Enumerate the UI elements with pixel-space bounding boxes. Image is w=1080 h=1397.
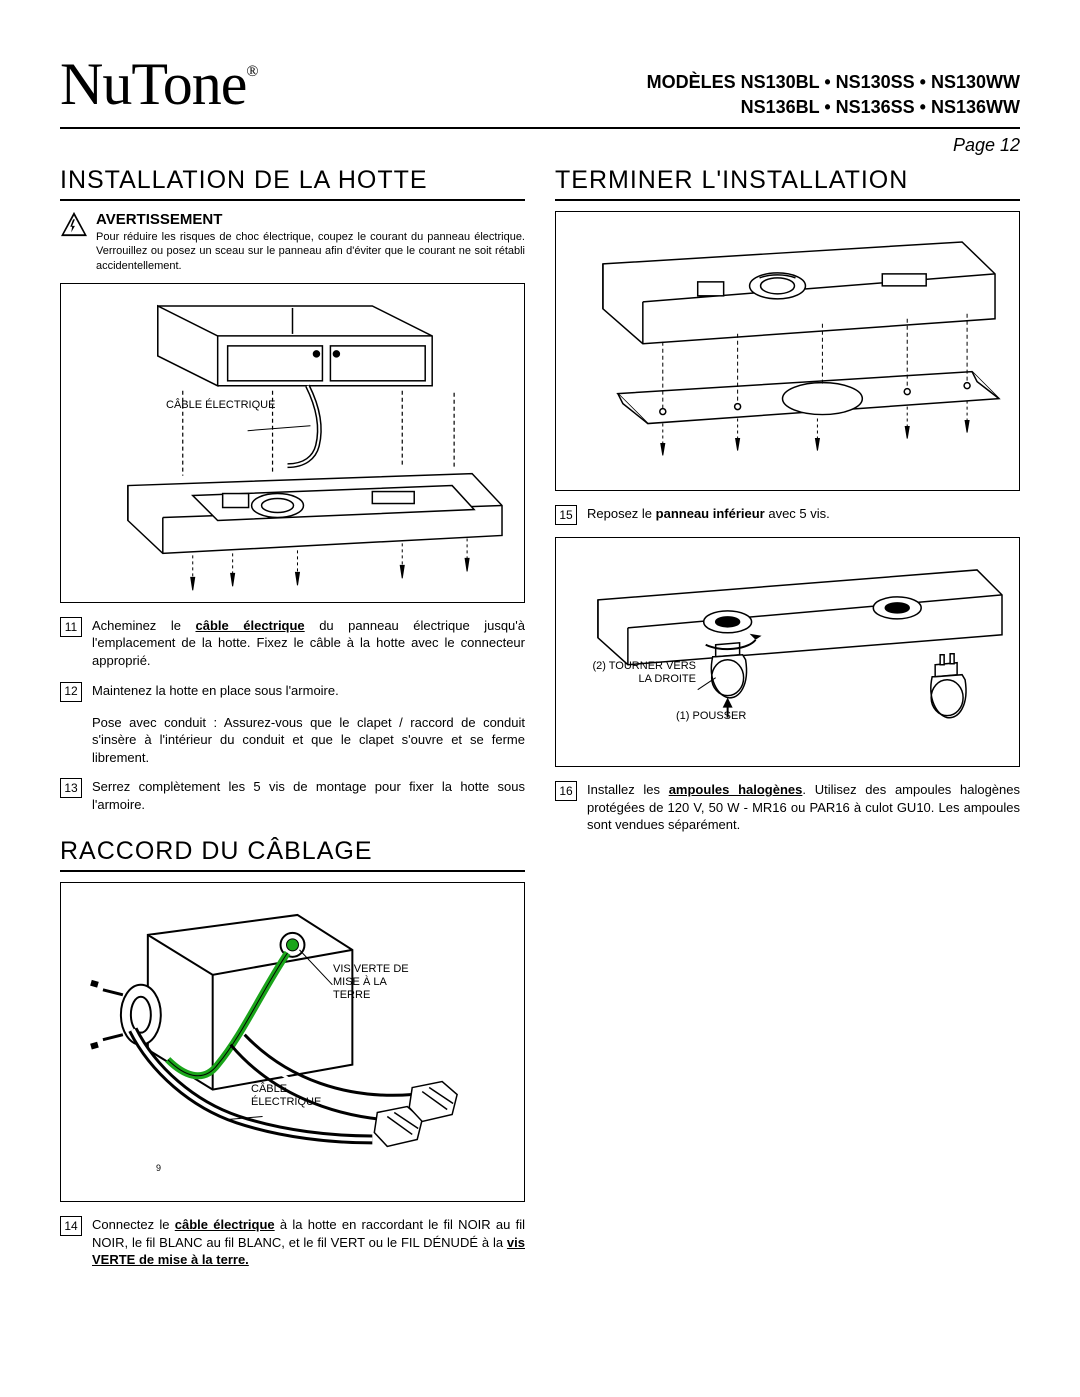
section-title-wiring: RACCORD DU CÂBLAGE bbox=[60, 837, 525, 872]
figure-install-hood: CÂBLE ÉLECTRIQUE bbox=[60, 283, 525, 603]
instruction-step: Pose avec conduit : Assurez-vous que le … bbox=[60, 714, 525, 767]
content-columns: INSTALLATION DE LA HOTTE AVERTISSEMENT P… bbox=[60, 166, 1020, 1281]
page-number: Page 12 bbox=[60, 135, 1020, 156]
step-text: Serrez complètement les 5 vis de montage… bbox=[92, 778, 525, 813]
step-text: Maintenez la hotte en place sous l'armoi… bbox=[92, 682, 525, 700]
instruction-step: 16 Installez les ampoules halogènes. Util… bbox=[555, 781, 1020, 834]
fig2-green-screw-label: VIS VERTE DE MISE À LA TERRE bbox=[333, 963, 423, 1001]
right-column: TERMINER L'INSTALLATION bbox=[555, 166, 1020, 1281]
step-number: 12 bbox=[60, 682, 82, 702]
step-text: Connectez le câble électrique à la hotte… bbox=[92, 1216, 525, 1269]
instruction-step: 14 Connectez le câble électrique à la hot… bbox=[60, 1216, 525, 1269]
header: NuTone® MODÈLES NS130BL • NS130SS • NS13… bbox=[60, 50, 1020, 119]
models-line-2: NS136BL • NS136SS • NS136WW bbox=[647, 95, 1020, 119]
brand-logo: NuTone® bbox=[60, 50, 258, 119]
bulb-push-label: (1) POUSSER bbox=[676, 710, 746, 723]
header-divider bbox=[60, 127, 1020, 129]
figure-wiring: VIS VERTE DE MISE À LA TERRE CÂBLE ÉLECT… bbox=[60, 882, 525, 1202]
figure-bulbs: (2) TOURNER VERS LA DROITE (1) POUSSER bbox=[555, 537, 1020, 767]
section-title-install: INSTALLATION DE LA HOTTE bbox=[60, 166, 525, 201]
install-steps: 11 Acheminez le câble électrique du panne… bbox=[60, 617, 525, 813]
step-text: Pose avec conduit : Assurez-vous que le … bbox=[92, 714, 525, 767]
step-text: Reposez le panneau inférieur avec 5 vis. bbox=[587, 505, 1020, 523]
step-number: 16 bbox=[555, 781, 577, 801]
step-number: 14 bbox=[60, 1216, 82, 1236]
brand-name: NuTone bbox=[60, 51, 246, 117]
figure-bottom-panel bbox=[555, 211, 1020, 491]
wiring-steps: 14 Connectez le câble électrique à la hot… bbox=[60, 1216, 525, 1269]
warning-text: Pour réduire les risques de choc électri… bbox=[96, 230, 525, 273]
warning-text-block: AVERTISSEMENT Pour réduire les risques d… bbox=[96, 211, 525, 273]
warning-block: AVERTISSEMENT Pour réduire les risques d… bbox=[60, 211, 525, 273]
left-column: INSTALLATION DE LA HOTTE AVERTISSEMENT P… bbox=[60, 166, 525, 1281]
bulb-turn-label: (2) TOURNER VERS LA DROITE bbox=[576, 660, 696, 685]
step-number: 11 bbox=[60, 617, 82, 637]
instruction-step: 12 Maintenez la hotte en place sous l'arm… bbox=[60, 682, 525, 702]
step-text: Installez les ampoules halogènes. Utilis… bbox=[587, 781, 1020, 834]
warning-icon bbox=[60, 211, 88, 237]
bottom-panel-diagram bbox=[568, 224, 1007, 483]
instruction-step: 13 Serrez complètement les 5 vis de monta… bbox=[60, 778, 525, 813]
finish-steps-2: 16 Installez les ampoules halogènes. Util… bbox=[555, 781, 1020, 834]
warning-title: AVERTISSEMENT bbox=[96, 211, 525, 228]
wiring-diagram bbox=[73, 895, 512, 1194]
models-line-1: MODÈLES NS130BL • NS130SS • NS130WW bbox=[647, 70, 1020, 94]
instruction-step: 11 Acheminez le câble électrique du panne… bbox=[60, 617, 525, 670]
step-text: Acheminez le câble électrique du panneau… bbox=[92, 617, 525, 670]
fig1-cable-label: CÂBLE ÉLECTRIQUE bbox=[166, 399, 275, 412]
instruction-step: 15 Reposez le panneau inférieur avec 5 vi… bbox=[555, 505, 1020, 525]
step-number: 13 bbox=[60, 778, 82, 798]
fig2-small-ref: 9 bbox=[156, 1163, 161, 1173]
fig2-cable-label: CÂBLE ÉLECTRIQUE bbox=[251, 1083, 341, 1108]
model-list: MODÈLES NS130BL • NS130SS • NS130WW NS13… bbox=[647, 70, 1020, 119]
step-number: 15 bbox=[555, 505, 577, 525]
install-hood-diagram bbox=[73, 296, 512, 595]
registered-mark: ® bbox=[246, 63, 257, 80]
section-title-finish: TERMINER L'INSTALLATION bbox=[555, 166, 1020, 201]
bulb-diagram bbox=[568, 550, 1007, 760]
finish-steps-1: 15 Reposez le panneau inférieur avec 5 vi… bbox=[555, 505, 1020, 525]
